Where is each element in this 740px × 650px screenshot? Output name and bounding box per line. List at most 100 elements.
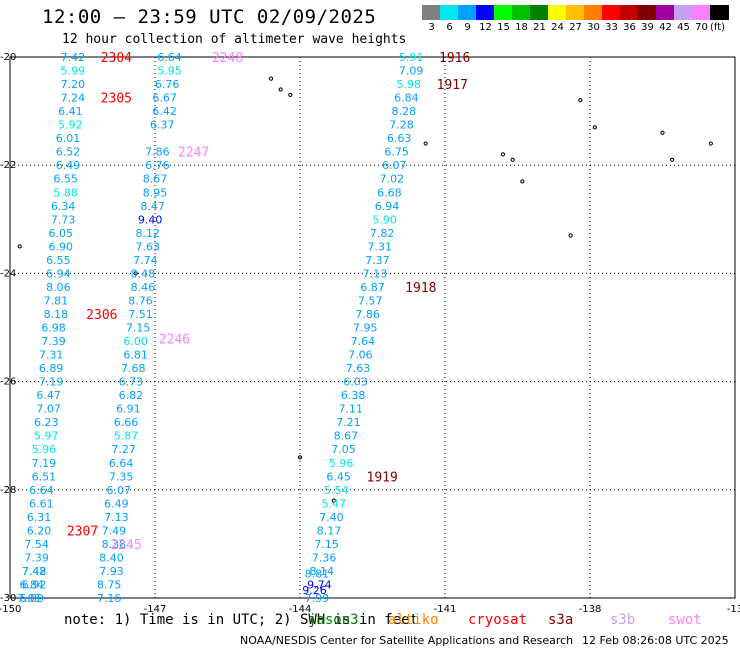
wave-height-label: 6.63 [387,132,412,145]
wave-height-label: 7.63 [136,240,161,253]
wave-height-label: 7.15 [126,322,151,335]
pass-number-label: 2245 [110,538,141,553]
wave-height-label: 6.98 [41,322,66,335]
y-tick-label: -30 [0,593,16,604]
wave-height-label: 6.76 [145,159,170,172]
pass-number-label: 2248 [212,51,243,66]
wave-height-label: 8.12 [136,227,161,240]
satellite-s3a: s3a [548,612,574,628]
wave-height-label: 5.95 [157,65,182,78]
wave-height-label: 6.55 [46,254,71,267]
pass-number-label: 1916 [439,51,470,66]
wave-height-label: 6.84 [20,578,45,591]
wave-height-label: 7.07 [36,403,61,416]
wave-height-label: 6.47 [36,389,61,402]
wave-height-label: 7.15 [314,538,339,551]
wave-height-label: 7.48 [22,565,47,578]
legend-swatch [674,5,693,20]
x-tick-label: -141 [434,604,457,615]
legend-label: 6 [446,22,453,33]
wave-height-label: 6.67 [152,92,177,105]
y-tick-label: -28 [0,485,16,496]
wave-height-label: 6.82 [119,389,144,402]
pass-number-label: 1917 [437,78,468,93]
legend-swatch [620,5,639,20]
wave-height-label: 7.37 [365,254,390,267]
satellite-jason3: jason3 [308,612,359,628]
island-marker [133,271,138,276]
wave-height-label: 8.38 [102,538,127,551]
wave-height-label: 6.07 [107,484,132,497]
wave-height-label: 6.38 [341,389,366,402]
wave-height-label: 6.03 [343,376,368,389]
pass-number-label: 2305 [101,92,132,107]
satellite-swot: swot [668,612,702,628]
wave-height-label: 8.81 [305,568,330,581]
wave-height-label: 6.64 [109,457,134,470]
wave-height-label: 7.95 [353,322,378,335]
wave-height-label: 8.46 [131,281,156,294]
wave-height-label: 6.90 [49,240,74,253]
pass-number-label: 1918 [405,281,436,296]
wave-height-label: 6.84 [394,92,419,105]
wave-height-label: 6.94 [46,267,71,280]
wave-height-label: 8.18 [44,308,69,321]
wave-height-label: 9.74 [307,578,332,591]
legend-swatch [530,5,549,20]
legend-label: 39 [641,22,654,33]
legend-label: 42 [659,22,672,33]
wave-height-label: 8.75 [97,578,122,591]
legend-label: 70 [695,22,708,33]
legend-label: 15 [497,22,510,33]
legend-label: 9 [464,22,471,33]
wave-height-label: 7.27 [111,443,136,456]
island-marker [500,152,506,157]
wave-height-label: 6.00 [123,335,148,348]
legend-swatch [584,5,603,20]
x-tick-label: -138 [579,604,602,615]
island-marker [17,244,22,249]
pass-number-label: 2247 [178,146,209,161]
plot-frame [9,56,736,599]
pass-number-label: 1919 [367,470,398,485]
wave-height-label: 6.45 [326,470,351,483]
wave-height-label: 6.55 [53,173,78,186]
wave-height-label: 7.20 [61,78,86,91]
wave-height-label: 7.86 [145,146,170,159]
legend-label: 12 [479,22,492,33]
wave-height-label: 6.64 [29,484,54,497]
wave-height-label: 6.91 [116,403,141,416]
wave-height-label: 7.19 [39,376,64,389]
legend-label: 18 [515,22,528,33]
wave-height-label: 7.39 [24,551,49,564]
island-marker [297,455,303,460]
island-marker [278,87,283,92]
island-marker [268,76,274,81]
wave-height-label: 5.54 [324,484,349,497]
island-marker [660,130,665,135]
x-tick-label: -150 [0,604,21,615]
satellite-s3b: s3b [610,612,636,628]
legend-swatch [476,5,495,20]
wave-height-label: 7.31 [39,349,64,362]
wave-height-label: 7.63 [346,362,371,375]
legend-label: 3 [428,22,435,33]
y-tick-label: -26 [0,377,16,388]
y-tick-label: -20 [0,52,16,63]
legend-swatch [548,5,567,20]
footer-timestamp: 12 Feb 08:26:08 UTC 2025 [582,634,729,647]
wave-height-label: 5.98 [397,78,422,91]
wave-height-label: 5.87 [114,430,139,443]
legend-label: 27 [569,22,582,33]
legend-swatch [710,5,729,20]
island-marker [520,179,525,184]
wave-height-label: 6.51 [32,470,57,483]
wave-height-label: 6.42 [152,105,177,118]
pass-number-label: 2306 [86,308,117,323]
footer-note: note: 1) Time is in UTC; 2) SWH is in fe… [64,612,419,628]
wave-height-label: 7.99 [305,592,330,605]
legend-swatch [602,5,621,20]
wave-height-label: 6.34 [51,200,76,213]
wave-height-label: 6.05 [49,227,74,240]
